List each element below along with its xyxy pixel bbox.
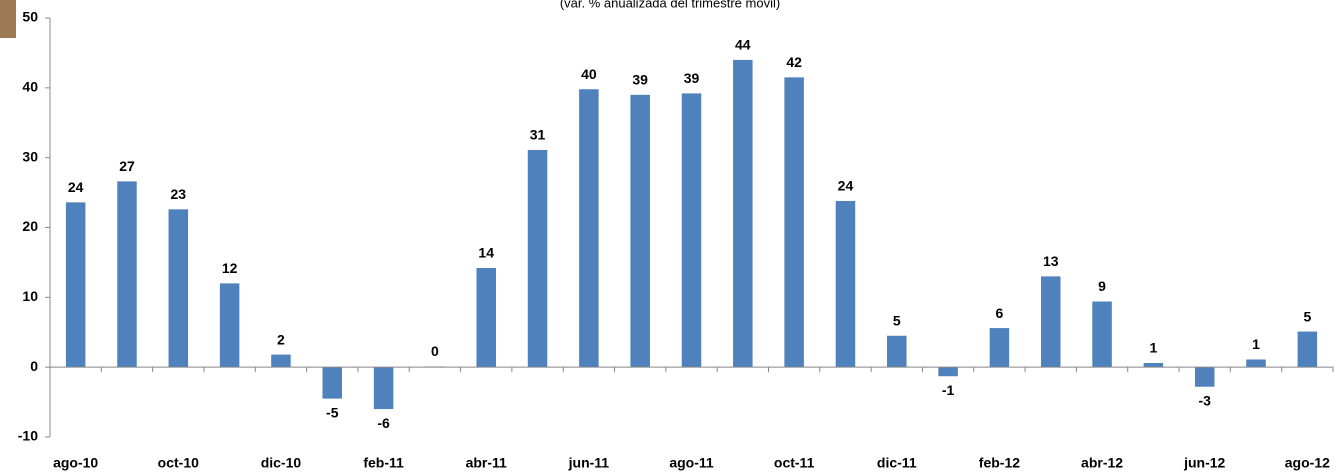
value-label: -5	[326, 404, 339, 420]
value-label: 27	[119, 158, 135, 174]
value-label: 9	[1098, 278, 1106, 294]
x-tick-label: abr-11	[466, 455, 507, 471]
y-tick-label: 30	[22, 148, 38, 164]
bar	[835, 200, 856, 368]
value-label: 24	[68, 179, 84, 195]
value-label: 23	[171, 186, 187, 202]
value-label: 2	[277, 331, 285, 347]
bar	[476, 268, 496, 368]
y-tick-label: 50	[22, 9, 38, 25]
value-label: 1	[1252, 336, 1260, 352]
bar	[1040, 276, 1061, 368]
x-tick-label: oct-10	[158, 455, 199, 471]
bar	[1092, 301, 1112, 368]
bar	[1246, 359, 1266, 368]
value-label: 12	[222, 260, 238, 276]
bar	[527, 149, 548, 368]
value-label: 13	[1043, 253, 1059, 269]
value-label: 40	[581, 66, 597, 82]
value-label: 0	[431, 343, 439, 359]
bar	[681, 93, 702, 368]
value-label: 44	[735, 37, 751, 53]
bar	[1143, 362, 1164, 368]
x-tick-label: jun-11	[568, 455, 610, 471]
y-tick-label: 40	[22, 79, 38, 95]
bar	[733, 59, 753, 368]
photo-fragment	[0, 0, 16, 38]
value-label: 1	[1149, 340, 1157, 356]
x-tick-label: ago-11	[669, 455, 714, 471]
bar	[117, 181, 137, 368]
bar	[579, 89, 599, 368]
bar	[219, 283, 240, 368]
bar	[1297, 331, 1318, 368]
bar	[271, 354, 291, 368]
value-label: 5	[1303, 308, 1311, 324]
bar	[168, 209, 189, 368]
bar	[989, 328, 1010, 368]
bar	[630, 94, 650, 368]
x-tick-label: dic-11	[877, 455, 917, 471]
bar	[373, 367, 394, 410]
x-tick-label: feb-12	[979, 455, 1020, 471]
x-tick-label: ago-12	[1285, 455, 1330, 471]
value-label: 14	[478, 245, 494, 261]
x-tick-label: jun-12	[1183, 455, 1225, 471]
bar	[322, 367, 343, 399]
value-label: 39	[632, 72, 648, 88]
bar	[65, 202, 86, 368]
value-label: 39	[684, 70, 700, 86]
bar	[938, 367, 958, 377]
bar	[887, 335, 907, 368]
value-label: 42	[786, 54, 802, 70]
value-label: -1	[942, 382, 955, 398]
value-label: 31	[530, 127, 546, 143]
value-label: 5	[893, 312, 901, 328]
x-tick-label: feb-11	[363, 455, 404, 471]
x-tick-label: abr-12	[1081, 455, 1123, 471]
bar	[784, 77, 804, 368]
y-tick-label: -10	[18, 428, 38, 444]
chart-subtitle: (var. % anualizada del trimestre móvil)	[560, 0, 780, 10]
y-tick-label: 10	[22, 288, 38, 304]
x-tick-label: dic-10	[261, 455, 302, 471]
value-label: 6	[996, 305, 1004, 321]
x-tick-label: ago-10	[53, 455, 98, 471]
value-label: 24	[838, 178, 854, 194]
value-label: -3	[1198, 392, 1211, 408]
bar	[1194, 367, 1215, 387]
y-tick-label: 20	[22, 218, 38, 234]
y-tick-label: 0	[30, 358, 38, 374]
x-tick-label: oct-11	[774, 455, 815, 471]
value-label: -6	[377, 415, 390, 431]
